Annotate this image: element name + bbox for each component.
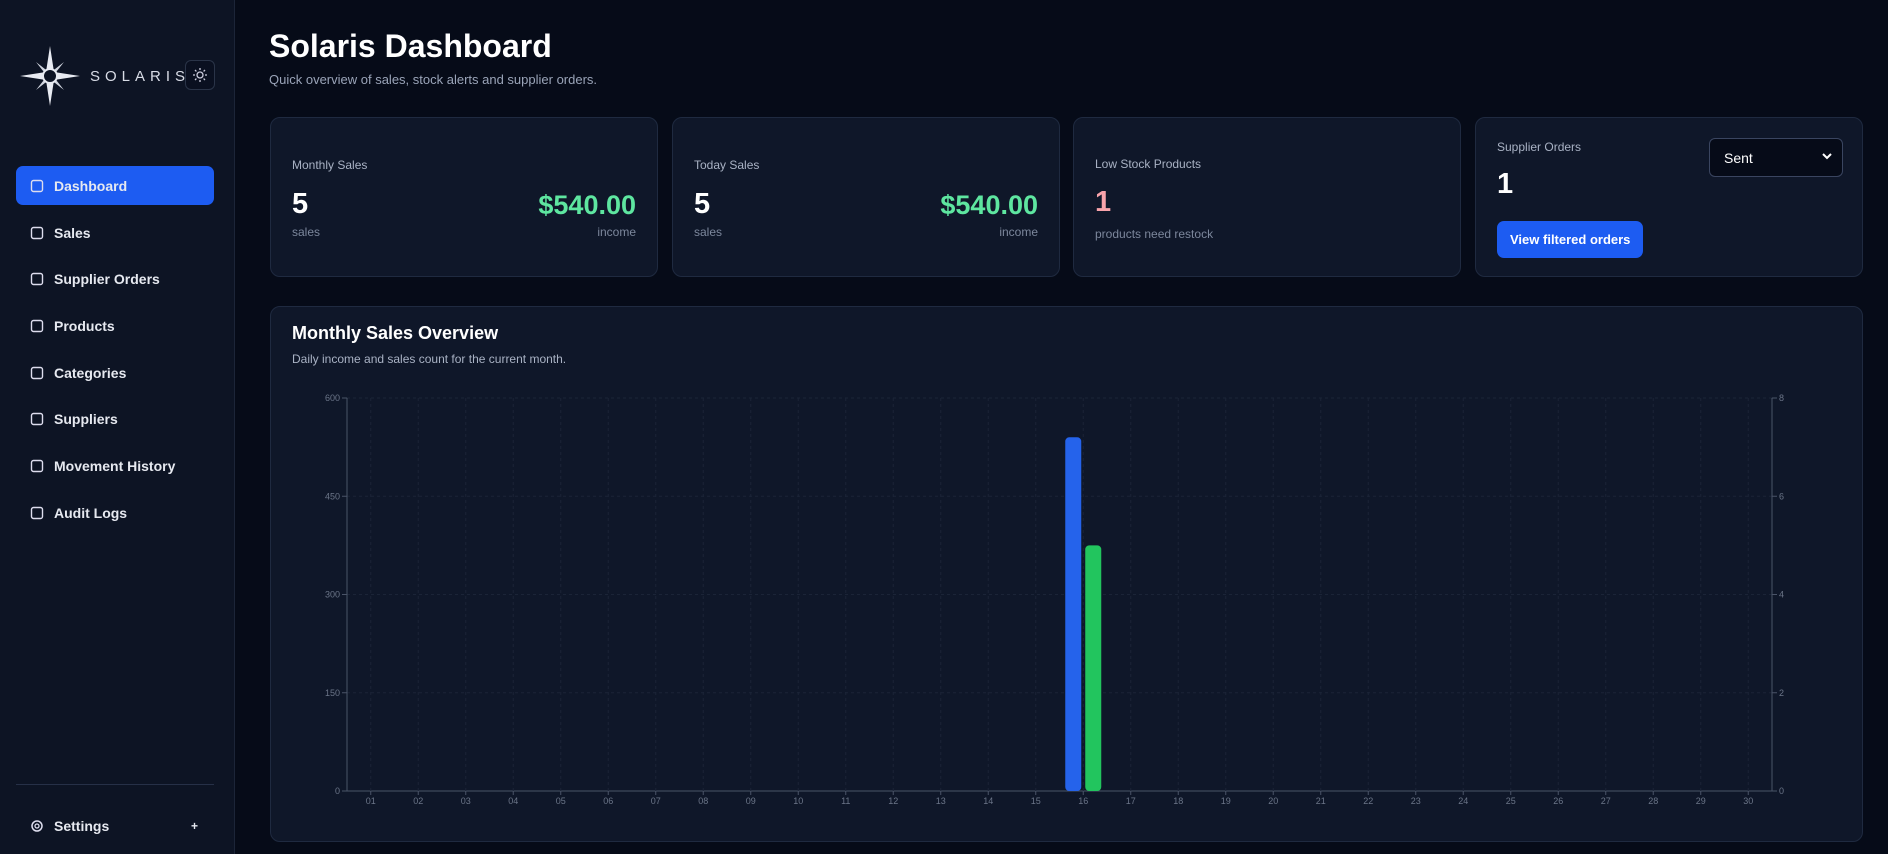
x-tick-label: 11 bbox=[841, 796, 850, 806]
y2-tick-label: 2 bbox=[1779, 688, 1784, 698]
card-label: Supplier Orders bbox=[1497, 140, 1582, 154]
y2-tick-label: 4 bbox=[1779, 590, 1784, 600]
x-tick-label: 10 bbox=[793, 796, 803, 806]
x-tick-label: 18 bbox=[1173, 796, 1183, 806]
x-tick-label: 09 bbox=[746, 796, 756, 806]
nav-label: Dashboard bbox=[54, 177, 128, 194]
x-tick-label: 20 bbox=[1268, 796, 1278, 806]
x-tick-label: 21 bbox=[1316, 796, 1326, 806]
x-tick-label: 14 bbox=[983, 796, 993, 806]
chart-panel: Monthly Sales Overview Daily income and … bbox=[270, 306, 1863, 842]
chart: Monthly Sales Overview Daily income and … bbox=[292, 323, 1784, 806]
card-label: Monthly Sales bbox=[292, 158, 368, 172]
x-tick-label: 06 bbox=[603, 796, 613, 806]
y-tick-label: 450 bbox=[325, 491, 340, 501]
nav-item[interactable]: Movement History bbox=[16, 446, 214, 485]
x-tick-label: 01 bbox=[366, 796, 376, 806]
x-tick-label: 29 bbox=[1696, 796, 1706, 806]
x-tick-label: 22 bbox=[1363, 796, 1373, 806]
card-count: 1 bbox=[1095, 186, 1112, 218]
x-tick-label: 13 bbox=[936, 796, 946, 806]
nav-label: Sales bbox=[54, 224, 91, 241]
card-unit: sales bbox=[694, 225, 723, 239]
x-tick-label: 23 bbox=[1411, 796, 1421, 806]
nav-label: Supplier Orders bbox=[54, 270, 160, 287]
x-tick-label: 03 bbox=[461, 796, 471, 806]
x-tick-label: 07 bbox=[651, 796, 661, 806]
x-tick-label: 15 bbox=[1031, 796, 1041, 806]
x-tick-label: 26 bbox=[1553, 796, 1563, 806]
card-income: $540.00 bbox=[940, 190, 1038, 220]
chart-title: Monthly Sales Overview bbox=[292, 323, 499, 343]
nav-item[interactable]: Audit Logs bbox=[16, 493, 214, 532]
card-monthly: Monthly Sales 5 sales $540.00 income bbox=[270, 117, 658, 277]
y-tick-label: 150 bbox=[325, 688, 340, 698]
x-tick-label: 24 bbox=[1458, 796, 1468, 806]
nav-item[interactable]: Sales bbox=[16, 213, 214, 252]
x-tick-label: 16 bbox=[1078, 796, 1088, 806]
page-subtitle: Quick overview of sales, stock alerts an… bbox=[269, 72, 598, 87]
card-unit: sales bbox=[292, 225, 321, 239]
card-label: Today Sales bbox=[694, 158, 760, 172]
logo bbox=[20, 46, 80, 106]
nav-label: Movement History bbox=[54, 457, 176, 474]
settings-label: Settings bbox=[54, 817, 110, 834]
x-tick-label: 04 bbox=[508, 796, 518, 806]
nav-item[interactable]: Dashboard bbox=[16, 166, 214, 205]
brand: SOLARIS bbox=[18, 44, 190, 108]
card-supplier: Supplier Orders 1 Sent View filtered ord… bbox=[1475, 117, 1863, 277]
view-orders-button[interactable]: View filtered orders bbox=[1497, 221, 1644, 258]
x-tick-label: 12 bbox=[888, 796, 898, 806]
nav-item[interactable]: Suppliers bbox=[16, 399, 214, 438]
card-today: Today Sales 5 sales $540.00 income bbox=[672, 117, 1060, 277]
divider bbox=[16, 784, 214, 785]
nav-label: Audit Logs bbox=[54, 504, 128, 521]
bar bbox=[1065, 437, 1082, 791]
x-tick-label: 25 bbox=[1506, 796, 1516, 806]
x-tick-label: 27 bbox=[1601, 796, 1611, 806]
brand-name: SOLARIS bbox=[90, 67, 191, 85]
card-unit: income bbox=[597, 225, 636, 239]
x-tick-label: 30 bbox=[1743, 796, 1753, 806]
x-tick-label: 05 bbox=[556, 796, 566, 806]
x-tick-label: 28 bbox=[1648, 796, 1658, 806]
theme-toggle[interactable] bbox=[185, 60, 215, 90]
y-tick-label: 300 bbox=[325, 590, 340, 600]
nav-label: Suppliers bbox=[54, 410, 118, 427]
nav-label: Products bbox=[54, 317, 115, 334]
page-title: Solaris Dashboard bbox=[269, 28, 552, 64]
nav-item[interactable]: Supplier Orders bbox=[16, 259, 214, 298]
card-label: Low Stock Products bbox=[1095, 157, 1202, 171]
select-value: Sent bbox=[1724, 150, 1753, 166]
status-select[interactable]: Sent bbox=[1709, 138, 1843, 177]
chart-subtitle: Daily income and sales count for the cur… bbox=[292, 352, 566, 366]
card-count: 5 bbox=[292, 188, 309, 220]
x-tick-label: 17 bbox=[1126, 796, 1136, 806]
settings-toggle[interactable]: + bbox=[190, 818, 198, 833]
x-tick-label: 19 bbox=[1221, 796, 1231, 806]
sidebar: SOLARIS Dashboard Sales Supplier Orders Pro… bbox=[0, 0, 235, 854]
card-note: products need restock bbox=[1095, 227, 1214, 241]
card-count: 1 bbox=[1497, 168, 1514, 200]
nav-item[interactable]: Categories bbox=[16, 353, 214, 392]
y2-tick-label: 8 bbox=[1779, 393, 1784, 403]
card-income: $540.00 bbox=[538, 190, 636, 220]
card-count: 5 bbox=[694, 188, 711, 220]
x-tick-label: 08 bbox=[698, 796, 708, 806]
nav-label: Categories bbox=[54, 364, 127, 381]
x-tick-label: 02 bbox=[413, 796, 423, 806]
y2-tick-label: 6 bbox=[1779, 491, 1784, 501]
nav-item[interactable]: Products bbox=[16, 306, 214, 345]
y2-tick-label: 0 bbox=[1779, 786, 1784, 796]
settings[interactable]: Settings + bbox=[16, 806, 214, 845]
y-tick-label: 600 bbox=[325, 393, 340, 403]
bar bbox=[1085, 545, 1102, 791]
card-low-stock: Low Stock Products 1 products need resto… bbox=[1073, 117, 1461, 277]
card-unit: income bbox=[999, 225, 1038, 239]
y-tick-label: 0 bbox=[335, 786, 340, 796]
